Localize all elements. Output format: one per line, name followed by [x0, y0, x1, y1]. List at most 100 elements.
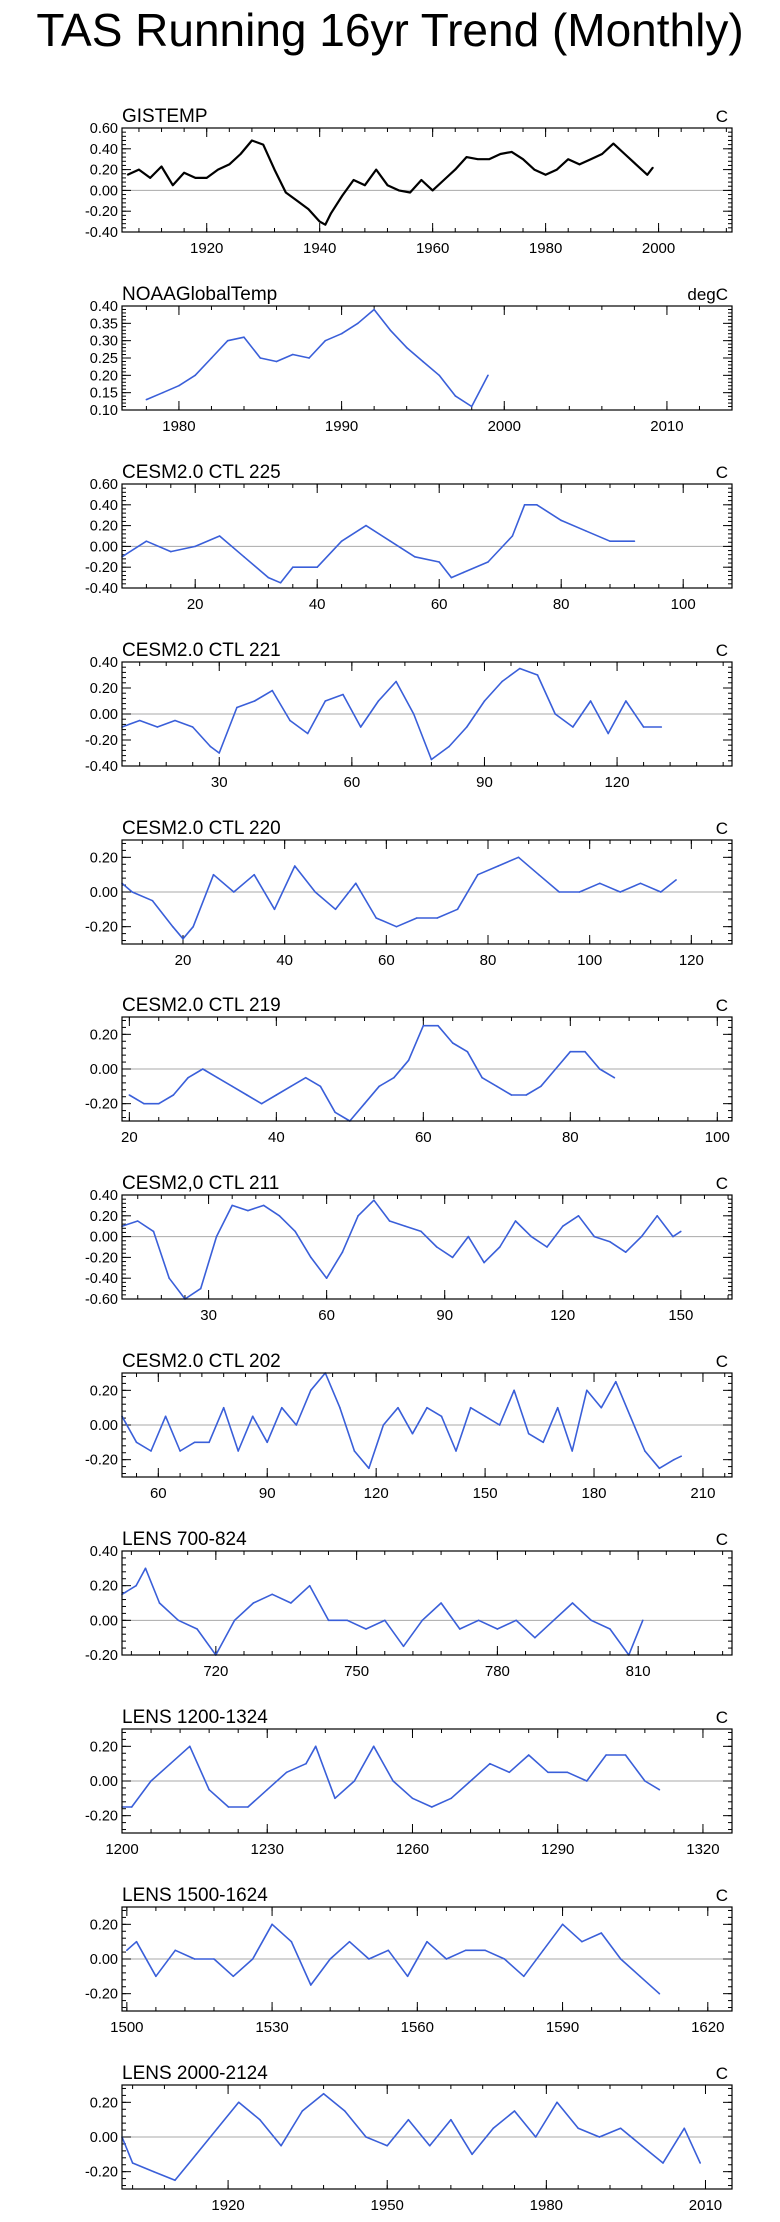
data-point — [192, 925, 194, 928]
y-tick-label: 0.10 — [90, 403, 118, 419]
data-point — [239, 153, 242, 155]
data-point — [172, 925, 174, 928]
data-point — [357, 322, 359, 325]
data-point — [411, 1797, 414, 1800]
data-point — [307, 208, 310, 210]
y-tick-label: 0.00 — [90, 1062, 118, 1078]
data-point — [178, 384, 180, 387]
data-point — [275, 360, 278, 363]
data-point — [416, 917, 418, 919]
y-tick-label: 0.20 — [90, 1579, 118, 1595]
y-tick-label: 0.20 — [90, 1917, 118, 1933]
data-point — [290, 1940, 293, 1943]
data-point — [243, 336, 245, 339]
data-point — [422, 360, 424, 363]
data-point — [273, 168, 276, 171]
data-point — [170, 550, 172, 553]
data-point — [210, 357, 213, 359]
data-point — [448, 745, 450, 748]
data-point — [187, 1076, 189, 1079]
data-point — [218, 752, 220, 754]
data-point — [143, 1102, 145, 1105]
panel-title: GISTEMP — [122, 106, 208, 127]
data-point — [236, 706, 238, 709]
data-point — [271, 1593, 274, 1596]
data-point — [382, 1424, 385, 1426]
data-point — [477, 873, 479, 876]
data-point — [191, 726, 194, 728]
data-point — [273, 908, 276, 911]
data-point — [572, 726, 574, 728]
data-point — [296, 200, 298, 202]
data-point — [542, 1441, 544, 1444]
data-point — [156, 726, 159, 728]
data-point — [393, 1076, 395, 1079]
data-point — [556, 2101, 558, 2104]
data-point — [208, 1441, 210, 1444]
data-point — [644, 1780, 646, 1782]
data-point — [359, 726, 362, 728]
data-point — [569, 1050, 572, 1053]
data-point — [334, 1797, 336, 1800]
series-line-1 — [122, 1745, 660, 1808]
y-tick-label: -0.20 — [85, 2165, 118, 2181]
data-point — [209, 745, 212, 748]
x-tick-label: 720 — [203, 1663, 228, 1680]
y-tick-label: -0.20 — [85, 1987, 118, 2003]
data-point — [660, 891, 662, 893]
data-point — [292, 353, 294, 356]
data-point — [590, 1619, 592, 1622]
y-tick-label: 0.00 — [90, 1418, 118, 1434]
x-tick-label: 1320 — [686, 1841, 719, 1858]
data-point — [212, 873, 215, 876]
chart-panel-2: NOAAGlobalTemp degC 0.400.35 0.300.250.20 0.… — [90, 284, 733, 435]
panel-unit: C — [716, 641, 728, 660]
x-tick-label: 1950 — [371, 2197, 404, 2214]
data-point — [510, 1094, 513, 1096]
series-line-1 — [121, 503, 635, 584]
data-point — [426, 1940, 428, 1943]
data-point — [598, 1068, 601, 1070]
data-point — [342, 693, 344, 696]
data-point — [324, 700, 327, 702]
y-tick-label: 0.40 — [90, 1544, 118, 1560]
chart-panel-3: CESM2.0 CTL 225 C 0.60 0.40 0.20 0.00 -0.20 -0.… — [85, 462, 733, 613]
data-point — [161, 391, 164, 394]
y-tick-label: -0.20 — [85, 204, 118, 220]
data-point — [527, 1754, 530, 1756]
plot-frame — [121, 661, 733, 767]
data-point — [615, 1380, 617, 1383]
plot-frame — [121, 483, 733, 589]
data-point — [126, 174, 129, 176]
data-point — [237, 1450, 239, 1452]
data-point — [534, 2136, 537, 2138]
data-point — [496, 1628, 499, 1630]
data-point — [290, 1602, 292, 1604]
data-point — [523, 504, 526, 506]
data-point — [365, 1628, 367, 1630]
chart-panel-5: CESM2.0 CTL 220 C 0.20 0.00 -0.20 20 40 60 80 100… — [85, 818, 733, 969]
data-point — [629, 1415, 632, 1418]
data-point — [577, 2127, 579, 2130]
data-point — [487, 561, 489, 563]
x-tick-label: 780 — [485, 1663, 510, 1680]
data-point — [496, 1085, 498, 1088]
data-point — [339, 1406, 341, 1409]
data-point — [554, 1068, 557, 1070]
data-point — [498, 1424, 501, 1426]
data-point — [466, 726, 468, 728]
x-tick-label: 100 — [671, 596, 696, 613]
y-tick-label: -0.20 — [85, 1453, 118, 1469]
x-tick-label: 90 — [436, 1307, 453, 1324]
data-point — [462, 571, 465, 574]
data-point — [525, 1094, 527, 1096]
data-point — [567, 158, 569, 160]
data-point — [334, 1111, 336, 1114]
y-tick-label: 0.20 — [90, 1027, 118, 1043]
data-point — [489, 1762, 491, 1765]
x-tick-label: 60 — [378, 952, 395, 969]
y-tick-label: 0.00 — [90, 1613, 118, 1629]
data-point — [438, 374, 441, 377]
panel-unit: C — [716, 1352, 728, 1371]
